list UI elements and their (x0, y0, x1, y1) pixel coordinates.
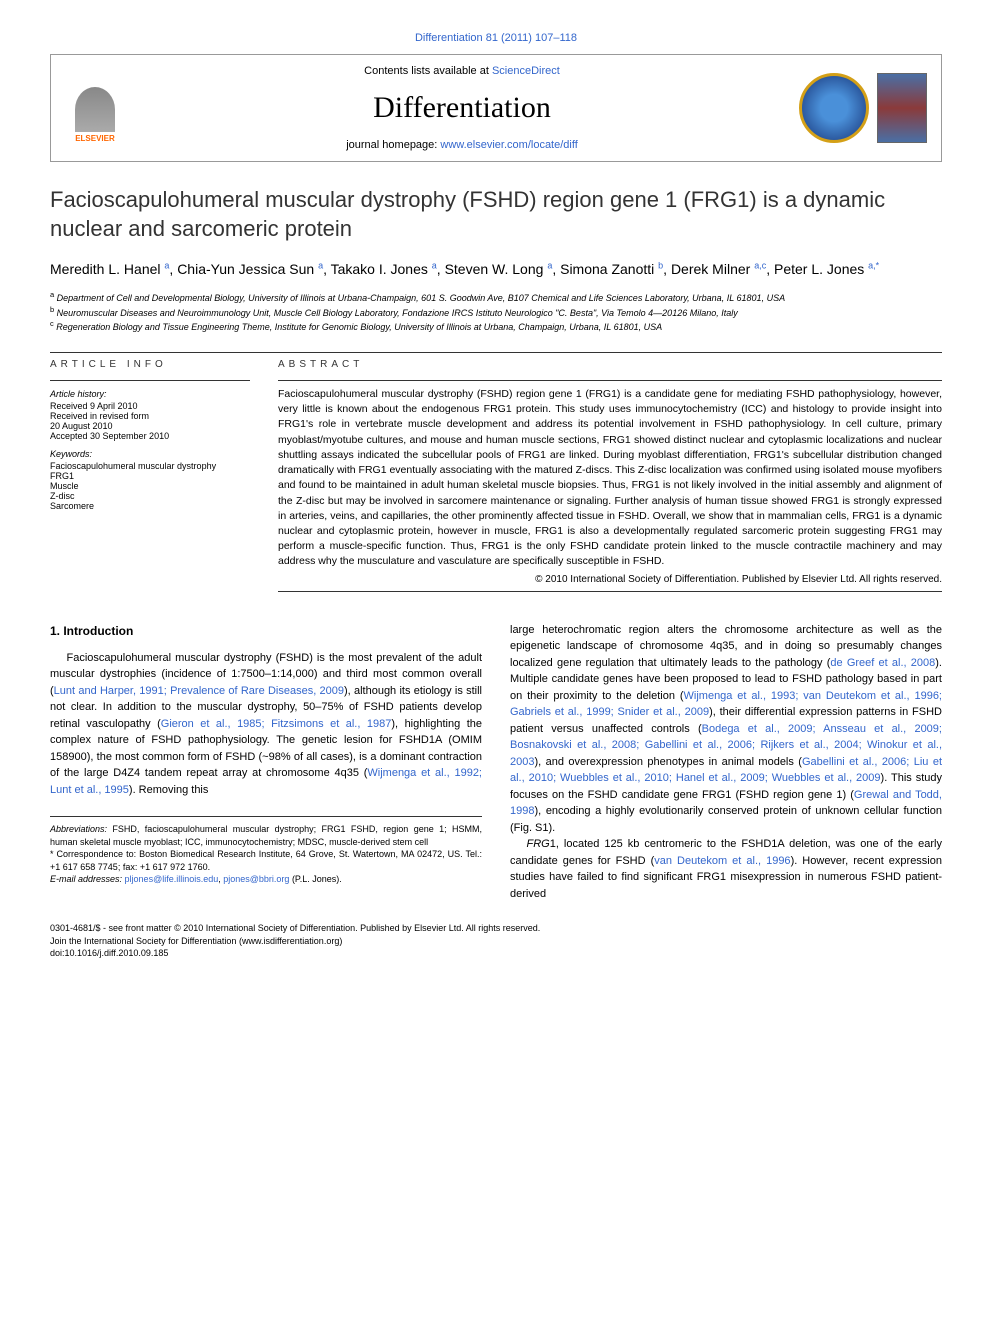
keyword: Facioscapulohumeral muscular dystrophy (50, 461, 250, 471)
body-column-left: 1. Introduction Facioscapulohumeral musc… (50, 622, 482, 903)
journal-citation[interactable]: Differentiation 81 (2011) 107–118 (50, 32, 942, 44)
abbrev-label: Abbreviations: (50, 824, 107, 834)
history-line: Accepted 30 September 2010 (50, 431, 250, 441)
header-center: Contents lists available at ScienceDirec… (125, 65, 799, 151)
text-run: ), encoding a highly evolutionarily cons… (510, 805, 942, 834)
affiliation: b Neuromuscular Diseases and Neuroimmuno… (50, 305, 942, 320)
footer-copyright: 0301-4681/$ - see front matter © 2010 In… (50, 922, 942, 935)
homepage-line: journal homepage: www.elsevier.com/locat… (125, 139, 799, 151)
text-run: (P.L. Jones). (289, 874, 341, 884)
article-info-heading: ARTICLE INFO (50, 359, 250, 370)
footnote-block: Abbreviations: FSHD, facioscapulohumeral… (50, 816, 482, 886)
homepage-link[interactable]: www.elsevier.com/locate/diff (440, 139, 577, 151)
abstract-text: Facioscapulohumeral muscular dystrophy (… (278, 387, 942, 570)
keyword: Muscle (50, 481, 250, 491)
affiliations: a Department of Cell and Developmental B… (50, 290, 942, 334)
keywords-label: Keywords: (50, 449, 250, 459)
abbreviations-footnote: Abbreviations: FSHD, facioscapulohumeral… (50, 823, 482, 848)
citation-link[interactable]: Lunt and Harper, 1991; Prevalence of Rar… (54, 685, 344, 697)
intro-paragraph-1: Facioscapulohumeral muscular dystrophy (… (50, 650, 482, 799)
body-column-right: large heterochromatic region alters the … (510, 622, 942, 903)
abstract-copyright: © 2010 International Society of Differen… (278, 574, 942, 585)
email-link[interactable]: pjones@bbri.org (223, 874, 289, 884)
sciencedirect-link[interactable]: ScienceDirect (492, 65, 560, 77)
abstract-heading: ABSTRACT (278, 359, 942, 370)
text-run: ). Removing this (129, 784, 208, 796)
abstract-column: ABSTRACT Facioscapulohumeral muscular dy… (278, 359, 942, 598)
citation-link[interactable]: de Greef et al., 2008 (830, 657, 935, 669)
journal-cover-thumb (877, 73, 927, 143)
contents-line: Contents lists available at ScienceDirec… (125, 65, 799, 77)
citation-link[interactable]: Gieron et al., 1985; Fitzsimons et al., … (161, 718, 392, 730)
keyword: Z-disc (50, 491, 250, 501)
keyword: Sarcomere (50, 501, 250, 511)
corr-label: * Correspondence to: (50, 849, 136, 859)
citation-link[interactable]: van Deutekom et al., 1996 (654, 855, 790, 867)
history-line: Received in revised form (50, 411, 250, 421)
contents-prefix: Contents lists available at (364, 65, 492, 77)
society-logo-icon (799, 73, 869, 143)
intro-paragraph-1-cont: large heterochromatic region alters the … (510, 622, 942, 837)
keyword: FRG1 (50, 471, 250, 481)
journal-header: ELSEVIER Contents lists available at Sci… (50, 54, 942, 162)
affiliation: a Department of Cell and Developmental B… (50, 290, 942, 305)
history-line: Received 9 April 2010 (50, 401, 250, 411)
footer-doi: doi:10.1016/j.diff.2010.09.185 (50, 947, 942, 960)
affiliation: c Regeneration Biology and Tissue Engine… (50, 319, 942, 334)
intro-paragraph-2: FRG1, located 125 kb centromeric to the … (510, 836, 942, 902)
email-link[interactable]: pljones@life.illinois.edu (125, 874, 219, 884)
abbrev-text: FSHD, facioscapulohumeral muscular dystr… (50, 824, 482, 847)
footer-society: Join the International Society for Diffe… (50, 935, 942, 948)
email-footnote: E-mail addresses: pljones@life.illinois.… (50, 873, 482, 886)
history-line: 20 August 2010 (50, 421, 250, 431)
section-1-heading: 1. Introduction (50, 622, 482, 640)
homepage-prefix: journal homepage: (346, 139, 440, 151)
author-list: Meredith L. Hanel a, Chia-Yun Jessica Su… (50, 259, 942, 280)
divider (50, 352, 942, 353)
journal-name: Differentiation (125, 91, 799, 125)
email-label: E-mail addresses: (50, 874, 122, 884)
divider (50, 380, 250, 381)
text-run: ), and overexpression phenotypes in anim… (534, 756, 801, 768)
article-title: Facioscapulohumeral muscular dystrophy (… (50, 186, 942, 243)
elsevier-logo: ELSEVIER (65, 73, 125, 143)
article-info-column: ARTICLE INFO Article history: Received 9… (50, 359, 250, 598)
divider (278, 591, 942, 592)
divider (278, 380, 942, 381)
elsevier-label: ELSEVIER (75, 134, 115, 143)
elsevier-tree-icon (75, 87, 115, 132)
page-footer: 0301-4681/$ - see front matter © 2010 In… (50, 922, 942, 960)
history-label: Article history: (50, 389, 250, 399)
correspondence-footnote: * Correspondence to: Boston Biomedical R… (50, 848, 482, 873)
